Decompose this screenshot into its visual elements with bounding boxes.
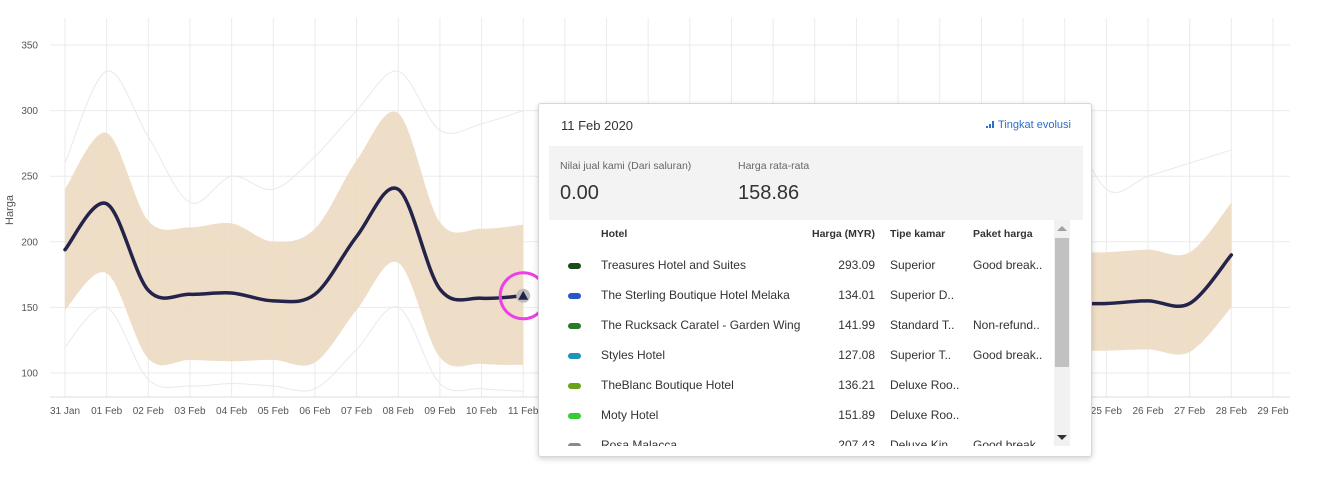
hotel-name: Rosa Malacca xyxy=(601,438,678,446)
x-tick-label: 31 Jan xyxy=(50,406,80,417)
hotel-price: 141.99 xyxy=(838,318,875,332)
hotel-color-swatch xyxy=(568,353,581,359)
x-tick-label: 10 Feb xyxy=(466,406,498,417)
hotel-name: The Rucksack Caratel - Garden Wing xyxy=(601,318,801,332)
x-tick-label: 25 Feb xyxy=(1091,406,1123,417)
hotel-color-swatch xyxy=(568,443,581,446)
x-tick-label: 05 Feb xyxy=(258,406,290,417)
table-row[interactable]: Moty Hotel 151.89 Deluxe Roo.. xyxy=(549,400,1054,430)
hotel-price-tooltip: 11 Feb 2020 Tingkat evolusi Nilai jual k… xyxy=(538,103,1092,457)
price-package: Non-refund.. xyxy=(973,318,1040,332)
hotel-price: 207.43 xyxy=(838,438,875,446)
average-price-line xyxy=(1062,253,1234,309)
x-tick-label: 28 Feb xyxy=(1216,406,1248,417)
table-row[interactable]: Rosa Malacca 207.43 Deluxe Kin.. Good break… xyxy=(549,430,1054,446)
hotel-price: 151.89 xyxy=(838,408,875,422)
hotel-color-swatch xyxy=(568,293,581,299)
hotel-name: Styles Hotel xyxy=(601,348,666,362)
stat-average-price: Harga rata-rata 158.86 xyxy=(738,160,809,205)
price-package: Good break.. xyxy=(973,258,1043,272)
hotel-color-swatch xyxy=(568,383,581,389)
stat-value: 158.86 xyxy=(738,182,800,204)
y-axis-label: Harga xyxy=(4,194,16,225)
hotel-price: 136.21 xyxy=(838,378,875,392)
column-header-package[interactable]: Paket harga xyxy=(973,228,1033,240)
y-tick-label: 300 xyxy=(21,106,38,117)
y-tick-label: 250 xyxy=(21,172,38,183)
x-tick-label: 03 Feb xyxy=(174,406,206,417)
hotel-name: The Sterling Boutique Hotel Melaka xyxy=(601,288,790,302)
table-header: Hotel Harga (MYR) Tipe kamar Paket harga xyxy=(549,220,1054,250)
scroll-down-arrow-icon[interactable] xyxy=(1057,435,1067,440)
x-tick-label: 29 Feb xyxy=(1257,406,1289,417)
y-tick-label: 100 xyxy=(21,369,38,380)
x-tick-label: 26 Feb xyxy=(1132,406,1164,417)
column-header-price[interactable]: Harga (MYR) xyxy=(811,228,875,240)
y-tick-label: 350 xyxy=(21,41,38,52)
column-header-hotel[interactable]: Hotel xyxy=(601,228,628,240)
x-tick-label: 04 Feb xyxy=(216,406,248,417)
table-row[interactable]: TheBlanc Boutique Hotel 136.21 Deluxe Roo.… xyxy=(549,370,1054,400)
room-type: Superior T.. xyxy=(890,348,952,362)
column-header-room-type[interactable]: Tipe kamar xyxy=(890,228,946,240)
room-type: Deluxe Roo.. xyxy=(890,378,960,392)
bar-chart-icon xyxy=(986,119,995,131)
table-row[interactable]: Styles Hotel 127.08 Superior T.. Good break… xyxy=(549,340,1054,370)
evolution-link-label[interactable]: Tingkat evolusi xyxy=(998,119,1071,131)
tooltip-date: 11 Feb 2020 xyxy=(561,118,634,133)
table-scrollbar[interactable] xyxy=(1054,220,1070,446)
hotel-name: Treasures Hotel and Suites xyxy=(601,258,746,272)
x-tick-label: 07 Feb xyxy=(341,406,373,417)
room-type: Superior D.. xyxy=(890,288,955,302)
scroll-thumb[interactable] xyxy=(1055,238,1069,367)
x-tick-label: 08 Feb xyxy=(383,406,415,417)
hotel-color-swatch xyxy=(568,413,581,419)
table-row[interactable]: The Sterling Boutique Hotel Melaka 134.01… xyxy=(549,280,1054,310)
x-tick-label: 09 Feb xyxy=(424,406,456,417)
price-package: Good break.. xyxy=(973,438,1043,446)
table-row[interactable]: The Rucksack Caratel - Garden Wing 141.99… xyxy=(549,310,1054,340)
hotel-price: 293.09 xyxy=(838,258,875,272)
y-tick-label: 150 xyxy=(21,303,38,314)
x-tick-label: 01 Feb xyxy=(91,406,123,417)
axis-ticks: 100 150 200 250 300 350 31 Jan 01 Feb 02 Feb 03 F… xyxy=(21,41,1289,418)
room-type: Standard T.. xyxy=(890,318,955,332)
x-tick-label: 02 Feb xyxy=(133,406,165,417)
table-row[interactable]: Treasures Hotel and Suites 293.09 Superior… xyxy=(549,250,1054,280)
hotel-price: 134.01 xyxy=(838,288,875,302)
triangle-marker-icon xyxy=(518,290,529,300)
hotel-name: Moty Hotel xyxy=(601,408,659,422)
hotel-price: 127.08 xyxy=(838,348,875,362)
evolution-link[interactable]: Tingkat evolusi xyxy=(986,119,1071,131)
stat-label: Nilai jual kami (Dari saluran) xyxy=(560,160,692,172)
hotel-color-swatch xyxy=(568,323,581,329)
room-type: Superior xyxy=(890,258,936,272)
stat-value: 0.00 xyxy=(560,182,599,204)
x-tick-label: 11 Feb xyxy=(508,406,539,417)
price-range-area xyxy=(1064,202,1232,355)
x-tick-label: 27 Feb xyxy=(1174,406,1206,417)
ghost-series-line xyxy=(64,306,524,392)
scroll-up-arrow-icon[interactable] xyxy=(1057,226,1067,231)
x-tick-label: 06 Feb xyxy=(299,406,331,417)
average-price-line xyxy=(63,186,525,304)
room-type: Deluxe Roo.. xyxy=(890,408,960,422)
room-type: Deluxe Kin.. xyxy=(890,438,955,446)
price-package: Good break.. xyxy=(973,348,1043,362)
y-tick-label: 200 xyxy=(21,237,38,248)
hotel-color-swatch xyxy=(568,263,581,269)
price-range-area xyxy=(65,111,524,367)
stats-panel: Nilai jual kami (Dari saluran) 0.00 Harg… xyxy=(549,146,1083,220)
ghost-series-line xyxy=(64,70,524,204)
price-range-band xyxy=(65,111,1232,367)
hotel-name: TheBlanc Boutique Hotel xyxy=(601,378,734,392)
stat-label: Harga rata-rata xyxy=(738,160,810,172)
hotel-table: Hotel Harga (MYR) Tipe kamar Paket harga… xyxy=(549,220,1054,446)
stat-our-sale: Nilai jual kami (Dari saluran) 0.00 xyxy=(560,160,691,205)
series-group xyxy=(63,186,1234,309)
